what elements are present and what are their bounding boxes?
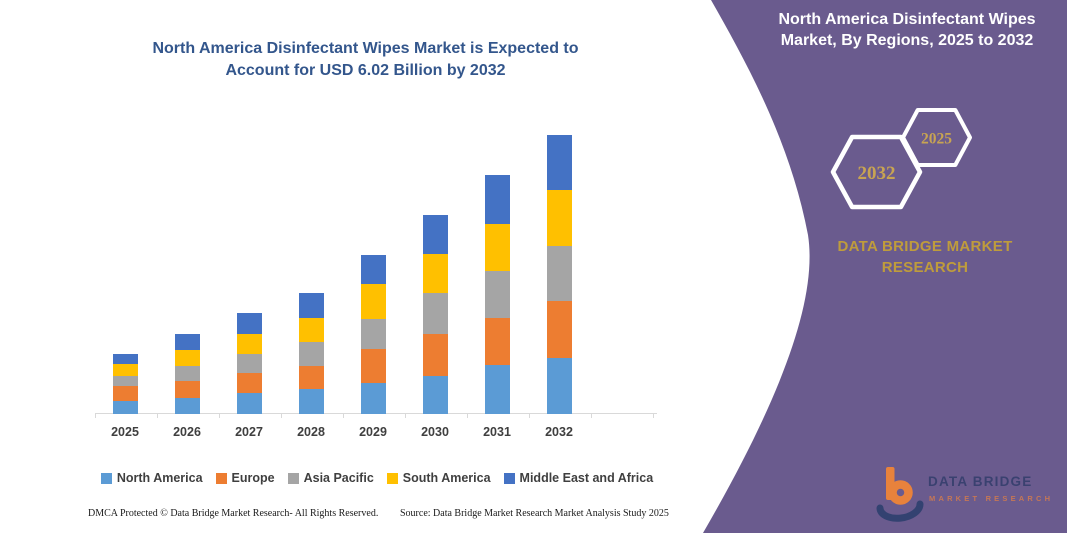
logo-text-data-bridge: DATA BRIDGE xyxy=(928,474,1033,489)
x-axis-tick xyxy=(343,414,344,418)
bar-segment xyxy=(546,134,572,190)
legend-swatch-icon xyxy=(503,472,515,484)
bar-segment xyxy=(174,333,200,350)
stacked-bar-2027 xyxy=(236,313,262,414)
stacked-bar-2028 xyxy=(298,292,324,414)
stacked-bar-2025 xyxy=(112,354,138,414)
x-axis-label: 2030 xyxy=(421,425,449,439)
stacked-bar-2032 xyxy=(546,134,572,414)
bar-segment xyxy=(298,389,324,414)
legend-label: North America xyxy=(116,471,203,485)
bar-segment xyxy=(422,215,448,255)
x-axis-tick xyxy=(405,414,406,418)
bar-segment xyxy=(112,401,138,414)
hexagon-year-badges: 2025 2032 xyxy=(830,108,972,210)
stacked-bar-2031 xyxy=(484,174,510,414)
bar-segment xyxy=(174,381,200,398)
x-axis-label: 2027 xyxy=(235,425,263,439)
bar-segment xyxy=(298,366,324,390)
chart-legend: North America Europe Asia Pacific South Ame… xyxy=(57,471,697,485)
x-axis-tick xyxy=(95,414,96,418)
legend-item: North America xyxy=(100,471,203,485)
x-axis-tick xyxy=(529,414,530,418)
data-bridge-logo-icon xyxy=(876,467,924,522)
x-axis-tick xyxy=(591,414,592,418)
hexagon-2032-label: 2032 xyxy=(858,163,896,184)
x-axis-label: 2026 xyxy=(173,425,201,439)
footer-dmca-text: DMCA Protected © Data Bridge Market Rese… xyxy=(88,508,379,519)
bar-segment xyxy=(112,364,138,376)
chart-title: North America Disinfectant Wipes Market … xyxy=(152,40,579,79)
x-axis-label: 2029 xyxy=(359,425,387,439)
bar-segment xyxy=(360,348,386,383)
bar-segment xyxy=(484,270,510,319)
legend-swatch-icon xyxy=(287,472,299,484)
legend-item: Europe xyxy=(215,471,275,485)
bar-segment xyxy=(546,245,572,301)
legend-swatch-icon xyxy=(215,472,227,484)
legend-swatch-icon xyxy=(100,472,112,484)
bar-segment xyxy=(236,334,262,355)
legend-item: Asia Pacific xyxy=(287,471,374,485)
x-axis-label: 2028 xyxy=(297,425,325,439)
legend-label: Europe xyxy=(231,471,275,485)
bar-segment xyxy=(112,354,138,365)
bar-segment xyxy=(174,397,200,414)
bar-segment xyxy=(112,386,138,401)
x-axis-tick xyxy=(157,414,158,418)
stacked-bar-2026 xyxy=(174,333,200,414)
bar-segment xyxy=(298,292,324,318)
bar-segment xyxy=(546,300,572,358)
x-axis-tick xyxy=(281,414,282,418)
x-axis-label: 2031 xyxy=(483,425,511,439)
panel-curve-shape xyxy=(703,0,1067,533)
bar-segment xyxy=(422,292,448,335)
bar-segment xyxy=(360,284,386,319)
hexagon-2025-label: 2025 xyxy=(921,131,952,148)
legend-label: South America xyxy=(402,471,491,485)
bar-segment xyxy=(422,334,448,376)
bar-segment xyxy=(360,254,386,285)
bar-segment xyxy=(546,357,572,414)
bar-segment xyxy=(422,376,448,414)
bar-segment xyxy=(484,364,510,414)
bar-segment xyxy=(236,373,262,394)
bar-segment xyxy=(236,354,262,374)
bar-segment xyxy=(484,174,510,225)
bar-segment xyxy=(360,382,386,414)
bar-segment xyxy=(174,366,200,382)
bar-segment xyxy=(112,375,138,387)
legend-swatch-icon xyxy=(386,472,398,484)
bar-segment xyxy=(360,318,386,349)
bar-segment xyxy=(484,318,510,365)
bar-segment xyxy=(236,313,262,335)
x-axis-label: 2032 xyxy=(545,425,573,439)
bar-segment xyxy=(236,393,262,414)
bar-segment xyxy=(484,224,510,271)
logo-text-market-research: MARKET RESEARCH xyxy=(929,494,1054,503)
bar-segment xyxy=(174,349,200,367)
bar-segment xyxy=(546,189,572,246)
legend-label: Asia Pacific xyxy=(303,471,374,485)
x-axis-tick xyxy=(467,414,468,418)
legend-label: Middle East and Africa xyxy=(519,471,654,485)
legend-item: Middle East and Africa xyxy=(503,471,654,485)
stacked-bar-2029 xyxy=(360,254,386,414)
legend-item: South America xyxy=(386,471,491,485)
panel-title: North America Disinfectant Wipes Market,… xyxy=(778,11,1036,49)
footer-source-text: Source: Data Bridge Market Research Mark… xyxy=(400,508,669,519)
stacked-bar-2030 xyxy=(422,215,448,414)
bar-segment xyxy=(298,317,324,343)
hexagon-2032 xyxy=(830,134,923,210)
x-axis-tick xyxy=(219,414,220,418)
bar-segment xyxy=(298,342,324,367)
x-axis-tick xyxy=(653,414,654,418)
brand-heading: DATA BRIDGE MARKET RESEARCH xyxy=(837,238,1013,276)
data-bridge-logo: DATA BRIDGE MARKET RESEARCH xyxy=(876,464,1050,526)
bar-segment xyxy=(422,254,448,293)
x-axis-label: 2025 xyxy=(111,425,139,439)
